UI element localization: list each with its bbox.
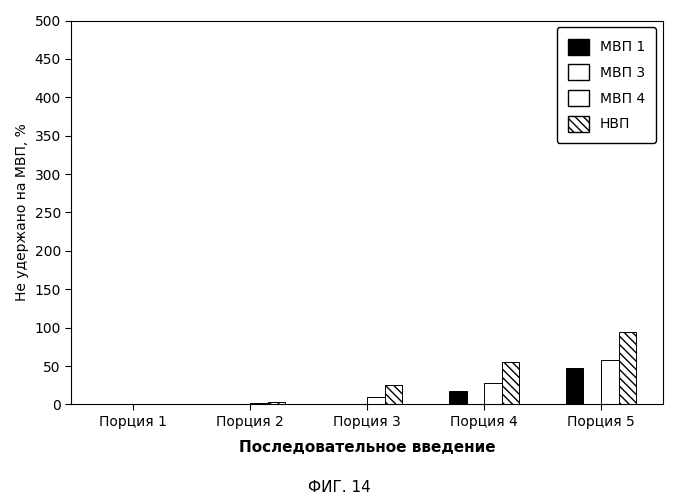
Bar bbox=[484, 383, 502, 404]
Bar bbox=[601, 360, 618, 405]
Bar bbox=[268, 402, 285, 404]
Bar bbox=[367, 397, 384, 404]
Bar bbox=[502, 362, 519, 405]
Y-axis label: Не удержано на МВП, %: Не удержано на МВП, % bbox=[15, 124, 29, 302]
Legend: МВП 1, МВП 3, МВП 4, НВП: МВП 1, МВП 3, МВП 4, НВП bbox=[557, 28, 656, 143]
Bar bbox=[384, 386, 402, 404]
Bar bbox=[250, 403, 268, 404]
Text: ФИГ. 14: ФИГ. 14 bbox=[308, 480, 370, 495]
Bar bbox=[618, 332, 636, 404]
X-axis label: Последовательное введение: Последовательное введение bbox=[239, 440, 496, 455]
Bar bbox=[566, 368, 584, 404]
Bar bbox=[449, 390, 466, 404]
